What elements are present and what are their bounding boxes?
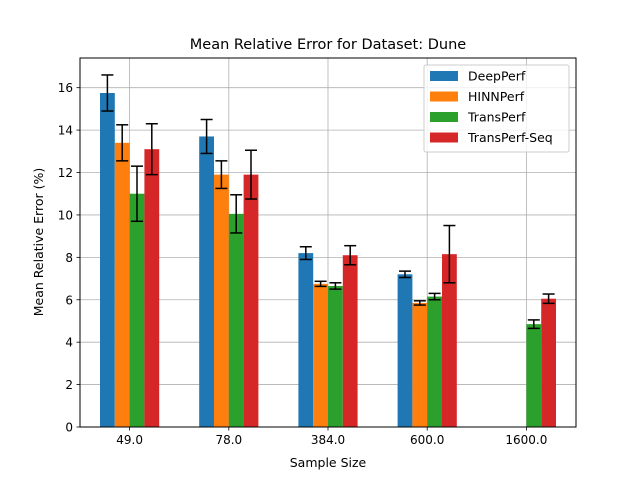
bar-hinnperf [114, 142, 130, 428]
legend-swatch [430, 91, 458, 102]
legend-label: HINNPerf [468, 89, 525, 104]
bar-transperf [129, 193, 145, 427]
y-tick-label: 12 [58, 166, 73, 180]
y-tick-label: 6 [65, 293, 73, 307]
bar-transperf [427, 296, 442, 427]
y-tick-label: 4 [65, 336, 73, 350]
legend-box [423, 64, 570, 153]
bar-hinnperf [412, 302, 428, 427]
error-bars [101, 74, 555, 330]
x-tick-label: 78.0 [215, 433, 242, 447]
bar-deepperf [298, 253, 314, 427]
y-tick-label: 0 [65, 421, 73, 435]
bar-transperf [228, 213, 244, 427]
bar-transperf [328, 285, 343, 427]
bar-transperf-seq [243, 174, 259, 427]
bar-deepperf [100, 92, 115, 427]
legend-swatch [430, 132, 458, 143]
x-axis-label: Sample Size [290, 455, 367, 470]
bar-transperf-seq [342, 255, 358, 427]
y-tick-label: 10 [58, 208, 73, 222]
y-tick-label: 16 [58, 81, 73, 95]
x-tick-label: 1600.0 [505, 433, 547, 447]
bar-deepperf [199, 136, 214, 427]
y-tick-label: 14 [58, 124, 73, 138]
bar-transperf [526, 324, 542, 427]
bar-hinnperf [214, 174, 229, 427]
axis-ticks: 0 2 4 6 8 10 12 14 16 49.0 78.0 384.0 600.0 1600.0 [58, 81, 548, 447]
legend: DeepPerf HINNPerf TransPerf TransPerf-Seq [423, 64, 570, 153]
legend-label: TransPerf [467, 110, 526, 125]
legend-swatch [430, 112, 458, 122]
bars [100, 92, 556, 428]
x-tick-label: 49.0 [116, 433, 143, 447]
legend-swatch [430, 71, 458, 81]
y-tick-label: 8 [65, 251, 73, 265]
bar-deepperf [397, 274, 413, 427]
x-tick-label: 384.0 [311, 433, 345, 447]
y-axis-label: Mean Relative Error (%) [31, 168, 46, 317]
x-tick-label: 600.0 [410, 433, 444, 447]
bar-transperf-seq [442, 254, 457, 427]
bar-transperf-seq [144, 149, 160, 428]
y-tick-label: 2 [65, 378, 73, 392]
chart-title: Mean Relative Error for Dataset: Dune [190, 37, 467, 53]
legend-label: TransPerf-Seq [467, 130, 553, 145]
bar-hinnperf [313, 283, 328, 427]
legend-label: DeepPerf [468, 69, 526, 84]
bar-transperf-seq [541, 298, 556, 427]
